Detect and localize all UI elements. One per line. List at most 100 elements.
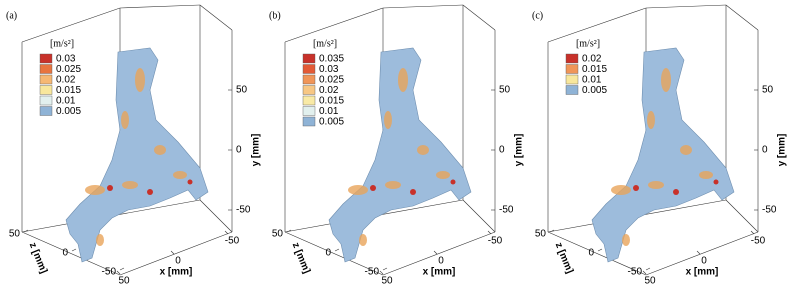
panel-label: (a) [6,10,17,21]
hotspot [673,189,679,195]
z-axis-label: z [mm] [27,241,49,275]
legend-value: 0.005 [319,117,344,128]
legend-value: 0.03 [319,64,339,75]
hotspot [622,234,630,246]
z-tick-label: 50 [272,229,284,240]
z-tick [382,267,388,271]
x-tick-label: -50 [488,236,503,247]
legend-swatch [39,106,53,116]
hotspot [154,145,166,155]
box-edge [382,231,496,276]
x-axis-label: x [mm] [423,267,456,278]
x-tick-label: -50 [751,236,766,247]
y-tick-label: 50 [762,85,774,96]
legend-value: 0.02 [56,75,76,86]
legend-value: 0.015 [319,96,344,107]
hotspot [450,179,456,185]
hotspot [410,189,416,195]
box-edge [547,231,647,276]
y-axis-label: y [mm] [251,134,262,167]
box-edge [725,4,759,31]
panel: (b) [m/s²] 0.0350.030.0250.020.0150.010.00… [269,4,525,287]
legend-swatch [302,85,316,95]
legend-value: 0.005 [582,85,607,96]
legend-value: 0.015 [582,64,607,75]
z-tick-label: -50 [628,267,643,278]
z-tick [645,267,651,271]
box-edge [119,231,233,276]
y-tick-label: 0 [236,145,242,156]
legend-unit: [m/s²] [576,38,600,49]
y-tick-label: -50 [762,205,777,216]
z-tick [71,248,77,252]
hotspot [107,185,113,191]
z-tick-label: 50 [9,229,21,240]
y-tick-label: 0 [499,145,505,156]
panel-label: (b) [269,10,281,21]
z-tick [334,248,340,252]
panel-label: (c) [532,10,543,21]
x-tick [487,230,492,235]
x-tick [433,250,438,255]
z-tick [549,229,555,233]
y-axis-label: y [mm] [777,134,788,167]
legend-swatch [39,85,53,95]
z-tick-label: 0 [588,248,594,259]
y-tick-label: -50 [499,205,514,216]
x-tick [379,270,384,275]
z-tick [597,248,603,252]
hotspot [661,68,671,92]
hotspot [85,185,105,195]
x-tick [224,230,229,235]
legend-value: 0.005 [56,106,81,117]
z-axis-label: z [mm] [553,241,575,275]
x-tick-label: 50 [118,276,130,287]
hotspot [647,111,655,129]
legend-value: 0.01 [319,106,339,117]
hotspot [359,234,367,246]
hotspot [147,189,153,195]
z-tick [119,267,125,271]
y-axis-label: y [mm] [514,134,525,167]
y-tick-label: 50 [236,85,248,96]
z-tick [286,229,292,233]
hotspot [436,171,450,179]
z-tick-label: 0 [62,248,68,259]
hotspot [699,171,713,179]
axes-box [284,4,496,276]
hotspot [121,111,129,129]
x-axis-label: x [mm] [686,267,719,278]
legend-value: 0.02 [319,85,339,96]
legend-value: 0.025 [56,64,81,75]
hotspot [385,181,401,189]
hotspot [173,171,187,179]
x-tick-label: 0 [175,256,181,267]
legend-swatch [39,53,53,64]
hotspot [398,68,408,92]
x-tick-label: 50 [644,276,656,287]
hotspot [348,185,368,195]
legend-swatch [302,74,316,85]
hotspot [384,111,392,129]
hotspot [417,145,429,155]
box-edge [462,199,496,233]
legend-value: 0.02 [582,54,602,65]
z-tick-label: -50 [365,267,380,278]
box-edge [21,7,121,43]
legend-value: 0.025 [319,75,344,86]
hotspot [713,179,719,185]
x-tick-label: 0 [701,256,707,267]
x-tick [696,250,701,255]
x-tick-label: 50 [381,276,393,287]
hotspot [680,145,692,155]
legend-swatch [39,95,53,106]
z-axis-label: z [mm] [290,241,312,275]
legend-swatch [565,64,579,74]
legend-swatch [302,95,316,106]
hotspot [122,181,138,189]
x-tick [642,270,647,275]
box-edge [547,7,647,43]
